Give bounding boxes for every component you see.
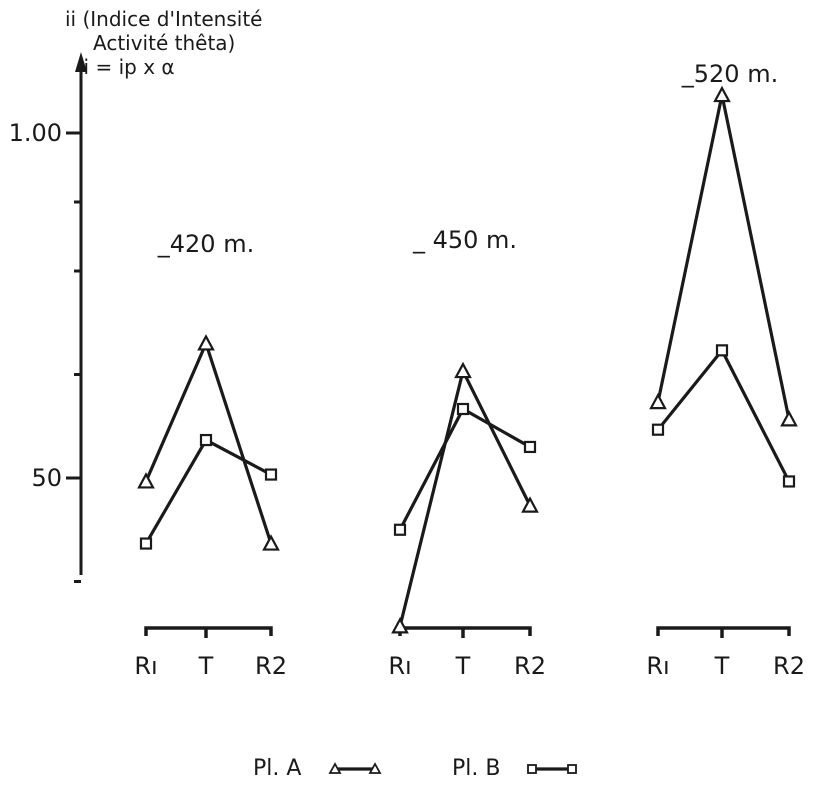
- category-label: T: [714, 652, 730, 680]
- series-b-point: [199, 433, 213, 447]
- series-b-point: [651, 423, 665, 436]
- group-2: _ 450 m. Rı T R2: [388, 226, 546, 680]
- y-axis: 1.00 50: [9, 52, 87, 583]
- category-label: R2: [255, 652, 287, 680]
- category-label: T: [455, 652, 471, 680]
- category-bracket: [144, 626, 273, 636]
- series-a-point: [391, 617, 409, 634]
- series-a-point: [137, 472, 155, 489]
- category-label: T: [198, 652, 214, 680]
- series-b-point: [393, 523, 407, 536]
- series-a-point: [521, 496, 539, 513]
- plot-groups: _420 m. Rı T R2 _ 450 m. Rı T R2 _520 m. Rı T R2: [134, 60, 805, 680]
- legend-triangle-icon: [328, 762, 342, 774]
- series-b-line: [656, 347, 791, 484]
- y-tick-label: 1.00: [9, 119, 62, 147]
- series-a-point: [197, 334, 215, 351]
- legend-square-icon: [567, 764, 577, 774]
- category-bracket: [398, 626, 532, 636]
- legend-square-icon: [527, 764, 537, 774]
- group-3: _520 m. Rı T R2: [646, 60, 805, 680]
- series-b-point: [523, 440, 537, 454]
- series-b-point: [715, 344, 729, 357]
- y-axis-label-line: ii (Indice d'Intensité: [65, 7, 262, 31]
- category-label: R2: [773, 652, 805, 680]
- series-a-point: [713, 85, 731, 103]
- group-title: _520 m.: [681, 60, 778, 88]
- category-label: Rı: [646, 652, 669, 680]
- series-b-line: [144, 437, 273, 546]
- y-tick-label: 50: [31, 464, 62, 492]
- y-axis-arrow-icon: [75, 52, 87, 72]
- series-a-point: [454, 361, 472, 379]
- category-label: Rı: [134, 652, 157, 680]
- group-title: _420 m.: [157, 230, 254, 258]
- series-b-point: [264, 468, 278, 481]
- group-1: _420 m. Rı T R2: [134, 230, 287, 680]
- series-a-point: [649, 392, 667, 410]
- series-a-line: [656, 94, 791, 421]
- series-a-point: [780, 410, 798, 427]
- category-label: Rı: [388, 652, 411, 680]
- group-title: _ 450 m.: [412, 226, 517, 254]
- series-b-point: [139, 537, 153, 550]
- legend-triangle-icon: [368, 762, 382, 774]
- legend-label: Pl. A: [253, 756, 301, 781]
- series-b-point: [782, 475, 796, 488]
- legend-label: Pl. B: [452, 756, 500, 781]
- series-a-point: [262, 534, 280, 551]
- category-label: R2: [514, 652, 546, 680]
- y-axis-label-line: ii = ip x α: [78, 55, 175, 79]
- y-axis-label-line: Activité thêta): [93, 31, 235, 55]
- series-b-point: [456, 402, 470, 416]
- legend: Pl. A Pl. B: [253, 756, 577, 781]
